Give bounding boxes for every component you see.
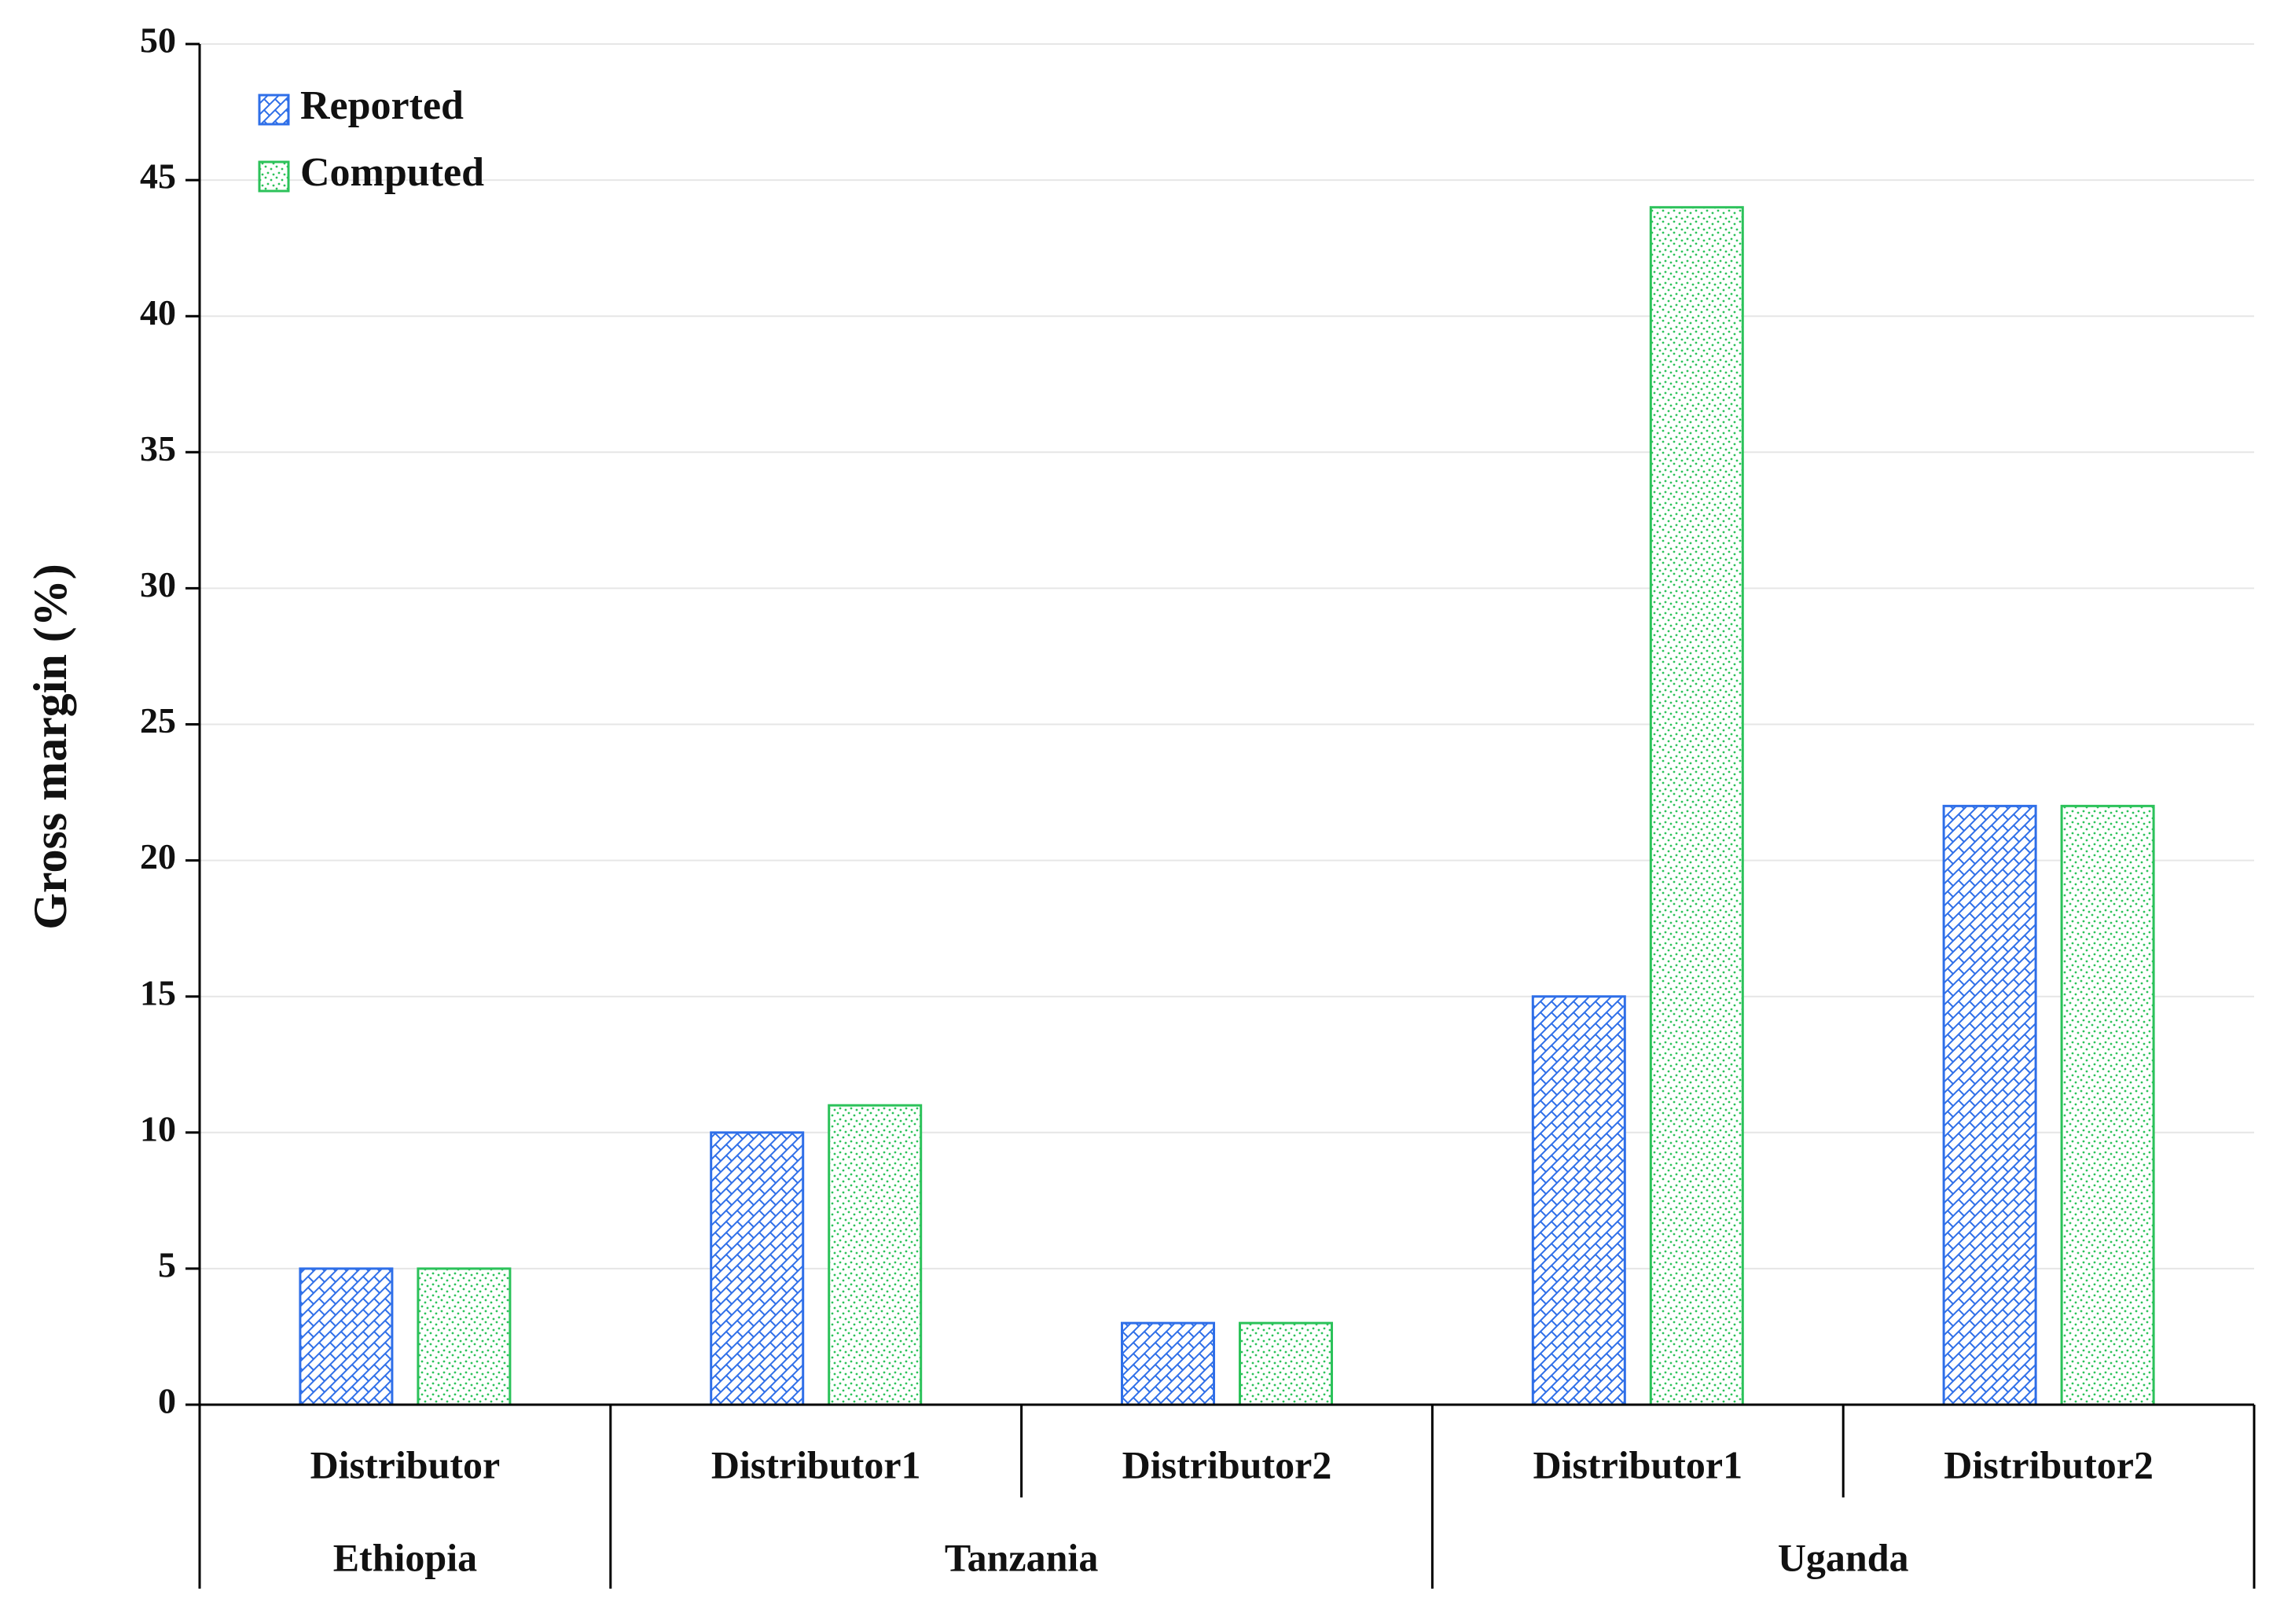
- x-tick-label: Distributor1: [1533, 1442, 1742, 1486]
- group-label: Tanzania: [945, 1535, 1098, 1579]
- legend-swatch: [258, 94, 290, 126]
- legend-label: Computed: [300, 150, 484, 195]
- bar: [2060, 804, 2155, 1406]
- y-tick-label: 15: [140, 972, 176, 1012]
- y-tick-label: 0: [158, 1381, 176, 1421]
- bar: [1239, 1321, 1333, 1406]
- y-tick-label: 45: [140, 156, 176, 197]
- x-tick-label: Distributor1: [711, 1442, 921, 1486]
- bar: [828, 1104, 923, 1406]
- bar: [1649, 206, 1744, 1406]
- group-label: Ethiopia: [333, 1535, 477, 1579]
- y-tick-label: 30: [140, 564, 176, 604]
- bar: [1531, 995, 1626, 1406]
- y-tick-label: 35: [140, 428, 176, 468]
- x-tick-label: Distributor2: [1122, 1442, 1332, 1486]
- legend-swatch: [258, 160, 290, 193]
- y-tick-label: 50: [140, 20, 176, 61]
- bar: [1121, 1321, 1215, 1406]
- x-tick-label: Distributor: [310, 1442, 501, 1486]
- y-tick-label: 25: [140, 700, 176, 740]
- y-axis-label: Gross margin (%): [24, 564, 76, 930]
- group-label: Uganda: [1778, 1535, 1909, 1579]
- y-tick-label: 40: [140, 292, 176, 333]
- bar: [1942, 804, 2037, 1406]
- y-tick-label: 5: [158, 1244, 176, 1284]
- x-tick-label: Distributor2: [1944, 1442, 2154, 1486]
- y-tick-label: 10: [140, 1108, 176, 1148]
- y-tick-label: 20: [140, 836, 176, 876]
- bar: [299, 1267, 394, 1406]
- bar: [710, 1131, 805, 1406]
- legend-label: Reported: [300, 83, 464, 128]
- bar: [417, 1267, 512, 1406]
